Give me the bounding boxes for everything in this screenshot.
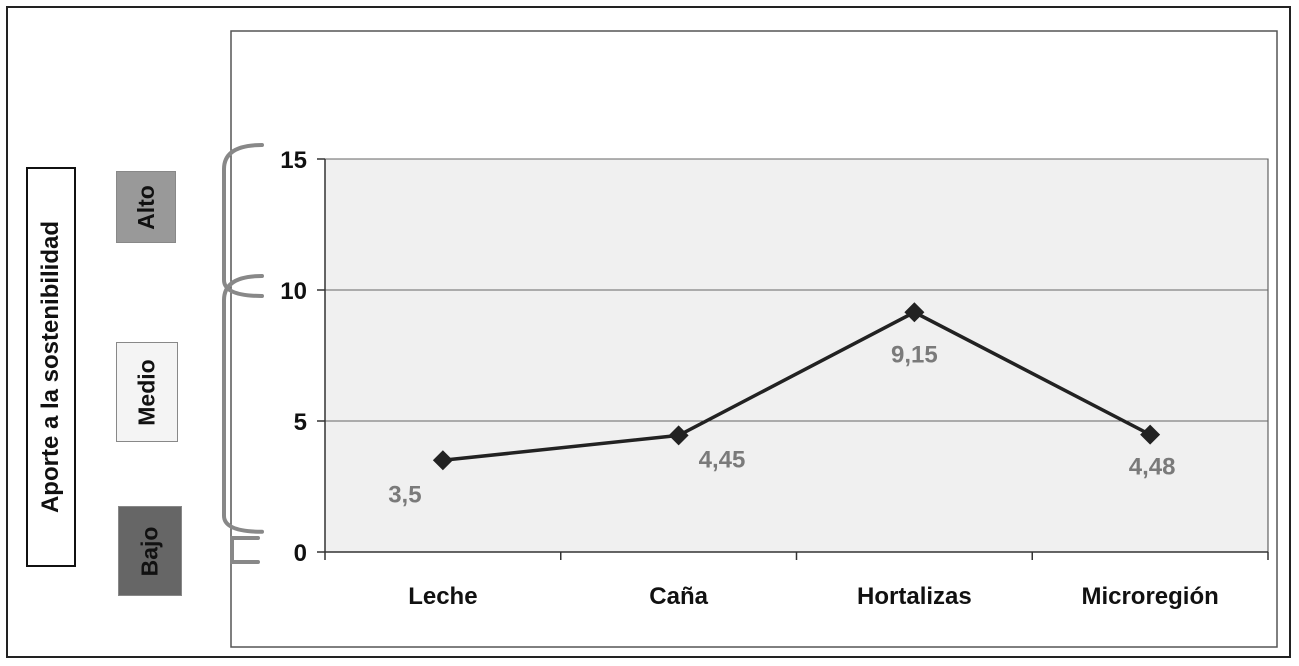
bracket-alto — [222, 143, 264, 298]
y-tick-label: 0 — [294, 540, 307, 567]
plot-area — [324, 158, 1269, 553]
level-medio-box: Medio — [116, 342, 178, 442]
data-point — [904, 302, 925, 323]
bracket-medio — [222, 274, 264, 534]
level-alto-box: Alto — [116, 171, 176, 243]
y-tick-label: 15 — [280, 147, 307, 174]
y-tick-label: 5 — [294, 409, 307, 436]
y-axis-label-box: Aporte a la sostenibilidad — [26, 167, 76, 567]
x-tick-label: Leche — [408, 583, 477, 610]
data-label: 4,45 — [699, 446, 746, 473]
bracket-bajo — [230, 536, 260, 564]
x-tick-labels: Leche Caña Hortalizas Microregión — [408, 583, 1219, 610]
x-tick-label: Caña — [649, 583, 708, 610]
series-line-group — [432, 302, 1161, 471]
y-tick-labels: 0 5 10 15 — [280, 147, 307, 567]
x-tick-label: Microregión — [1081, 583, 1218, 610]
level-bajo-box: Bajo — [118, 506, 182, 596]
level-brackets — [222, 143, 264, 564]
data-labels: 3,5 4,45 9,15 4,48 — [388, 341, 1175, 508]
data-point — [668, 425, 689, 446]
series-line — [442, 310, 1151, 463]
data-label: 4,48 — [1129, 454, 1176, 481]
axes — [317, 158, 1269, 560]
data-label: 9,15 — [891, 341, 938, 368]
data-label: 3,5 — [388, 481, 421, 508]
data-point — [1140, 424, 1161, 445]
x-tick-label: Hortalizas — [857, 583, 972, 610]
gridlines — [325, 158, 1268, 422]
y-tick-label: 10 — [280, 278, 307, 305]
data-point — [432, 450, 453, 471]
